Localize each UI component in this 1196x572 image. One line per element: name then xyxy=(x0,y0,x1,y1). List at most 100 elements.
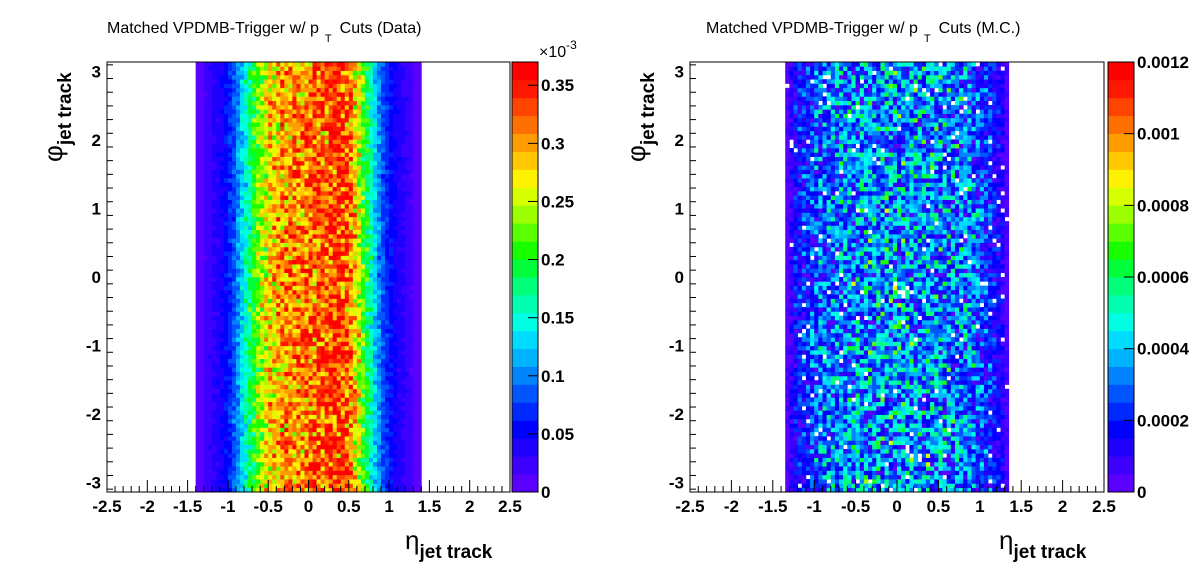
heatmap-cell xyxy=(195,221,201,226)
heatmap-cell xyxy=(199,371,205,377)
heatmap-cell xyxy=(276,406,281,411)
heatmap-cell xyxy=(372,393,378,398)
heatmap-cell xyxy=(276,341,281,347)
heatmap-cell xyxy=(381,388,386,394)
heatmap-cell xyxy=(292,431,297,437)
heatmap-cell xyxy=(312,401,317,407)
heatmap-cell xyxy=(336,191,342,196)
heatmap-cell xyxy=(292,307,297,312)
heatmap-cell xyxy=(348,436,354,441)
heatmap-cell xyxy=(377,173,382,179)
heatmap-cell xyxy=(260,105,265,110)
heatmap-cell xyxy=(231,148,237,153)
heatmap-cell xyxy=(239,113,245,119)
heatmap-cell xyxy=(316,345,321,351)
heatmap-cell xyxy=(252,388,257,394)
heatmap-cell xyxy=(385,298,390,304)
heatmap-cell xyxy=(389,380,394,385)
heatmap-cell xyxy=(288,122,293,127)
heatmap-cell xyxy=(280,345,285,351)
heatmap-cell xyxy=(280,371,285,377)
heatmap-cell xyxy=(340,332,346,338)
heatmap-cell xyxy=(203,358,209,364)
heatmap-cell xyxy=(385,130,390,136)
heatmap-cell xyxy=(288,427,293,433)
heatmap-cell xyxy=(356,375,362,381)
heatmap-cell xyxy=(223,92,229,97)
heatmap-cell xyxy=(372,225,378,231)
heatmap-cell xyxy=(211,375,217,381)
heatmap-cell xyxy=(364,479,370,484)
heatmap-cell xyxy=(207,388,213,394)
heatmap-cell xyxy=(364,311,370,317)
heatmap-cell xyxy=(336,367,342,372)
heatmap-cell xyxy=(316,143,321,149)
heatmap-cell xyxy=(348,173,354,179)
heatmap-cell xyxy=(227,449,233,454)
heatmap-cell xyxy=(256,418,261,424)
heatmap-cell xyxy=(348,483,354,489)
heatmap-cell xyxy=(280,483,285,489)
heatmap-cell xyxy=(280,281,285,286)
heatmap-cell xyxy=(368,156,374,162)
heatmap-cell xyxy=(248,328,253,334)
heatmap-cell xyxy=(284,195,289,200)
heatmap-cell xyxy=(195,345,201,351)
heatmap-cell xyxy=(199,74,205,80)
heatmap-cell xyxy=(195,380,201,385)
heatmap-cell xyxy=(377,225,382,231)
heatmap-cell xyxy=(336,487,342,493)
heatmap-cell xyxy=(340,363,346,368)
heatmap-cell xyxy=(312,457,317,463)
heatmap-cell xyxy=(385,113,390,119)
heatmap-cell xyxy=(316,135,321,140)
heatmap-cell xyxy=(284,354,289,360)
heatmap-cell xyxy=(272,320,277,325)
heatmap-cell xyxy=(389,289,394,295)
heatmap-cell xyxy=(344,384,350,390)
heatmap-cell xyxy=(348,466,354,471)
heatmap-cell xyxy=(292,109,297,114)
heatmap-cell xyxy=(356,195,362,200)
heatmap-cell xyxy=(256,444,261,450)
heatmap-cell xyxy=(308,449,313,454)
heatmap-cell xyxy=(348,302,354,308)
heatmap-cell xyxy=(320,298,325,304)
heatmap-cell xyxy=(328,487,334,493)
heatmap-cell xyxy=(324,410,329,415)
heatmap-cell xyxy=(316,487,321,493)
heatmap-cell xyxy=(360,397,366,403)
heatmap-cell xyxy=(312,199,317,205)
heatmap-cell xyxy=(377,191,382,196)
heatmap-cell xyxy=(300,259,305,265)
heatmap-cell xyxy=(268,169,273,175)
heatmap-cell xyxy=(393,479,398,484)
heatmap-cell xyxy=(260,152,265,157)
heatmap-cell xyxy=(260,418,265,424)
heatmap-cell xyxy=(368,294,374,299)
heatmap-cell xyxy=(199,393,205,398)
heatmap-cell xyxy=(235,92,241,97)
heatmap-cell xyxy=(272,474,277,480)
heatmap-cell xyxy=(320,466,325,471)
heatmap-cell xyxy=(356,255,362,261)
heatmap-cell xyxy=(364,272,370,278)
heatmap-cell xyxy=(308,62,313,67)
heatmap-cell xyxy=(336,345,342,351)
heatmap-cell xyxy=(364,410,370,415)
heatmap-cell xyxy=(227,410,233,415)
heatmap-cell xyxy=(385,285,390,291)
heatmap-cell xyxy=(316,393,321,398)
heatmap-cell xyxy=(336,135,342,140)
heatmap-cell xyxy=(244,294,249,299)
heatmap-cell xyxy=(292,375,297,381)
heatmap-cell xyxy=(332,246,338,252)
heatmap-cell xyxy=(207,315,213,321)
heatmap-cell xyxy=(256,122,261,127)
heatmap-cell xyxy=(352,367,358,372)
heatmap-cell xyxy=(328,83,334,89)
heatmap-cell xyxy=(389,277,394,282)
heatmap-cell xyxy=(348,320,354,325)
heatmap-cell xyxy=(252,367,257,372)
heatmap-cell xyxy=(389,307,394,312)
